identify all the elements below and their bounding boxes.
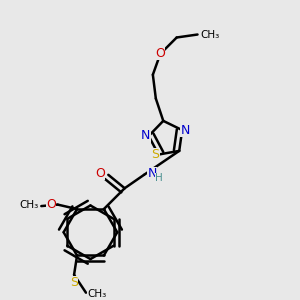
Text: CH₃: CH₃ — [19, 200, 38, 210]
Text: CH₃: CH₃ — [200, 29, 220, 40]
Text: N: N — [141, 130, 150, 142]
Text: H: H — [155, 173, 163, 183]
Text: N: N — [148, 167, 157, 180]
Text: N: N — [180, 124, 190, 136]
Text: S: S — [152, 148, 160, 161]
Text: O: O — [155, 47, 165, 60]
Text: O: O — [46, 198, 56, 211]
Text: O: O — [95, 167, 105, 180]
Text: CH₃: CH₃ — [88, 289, 107, 299]
Text: S: S — [70, 276, 78, 289]
